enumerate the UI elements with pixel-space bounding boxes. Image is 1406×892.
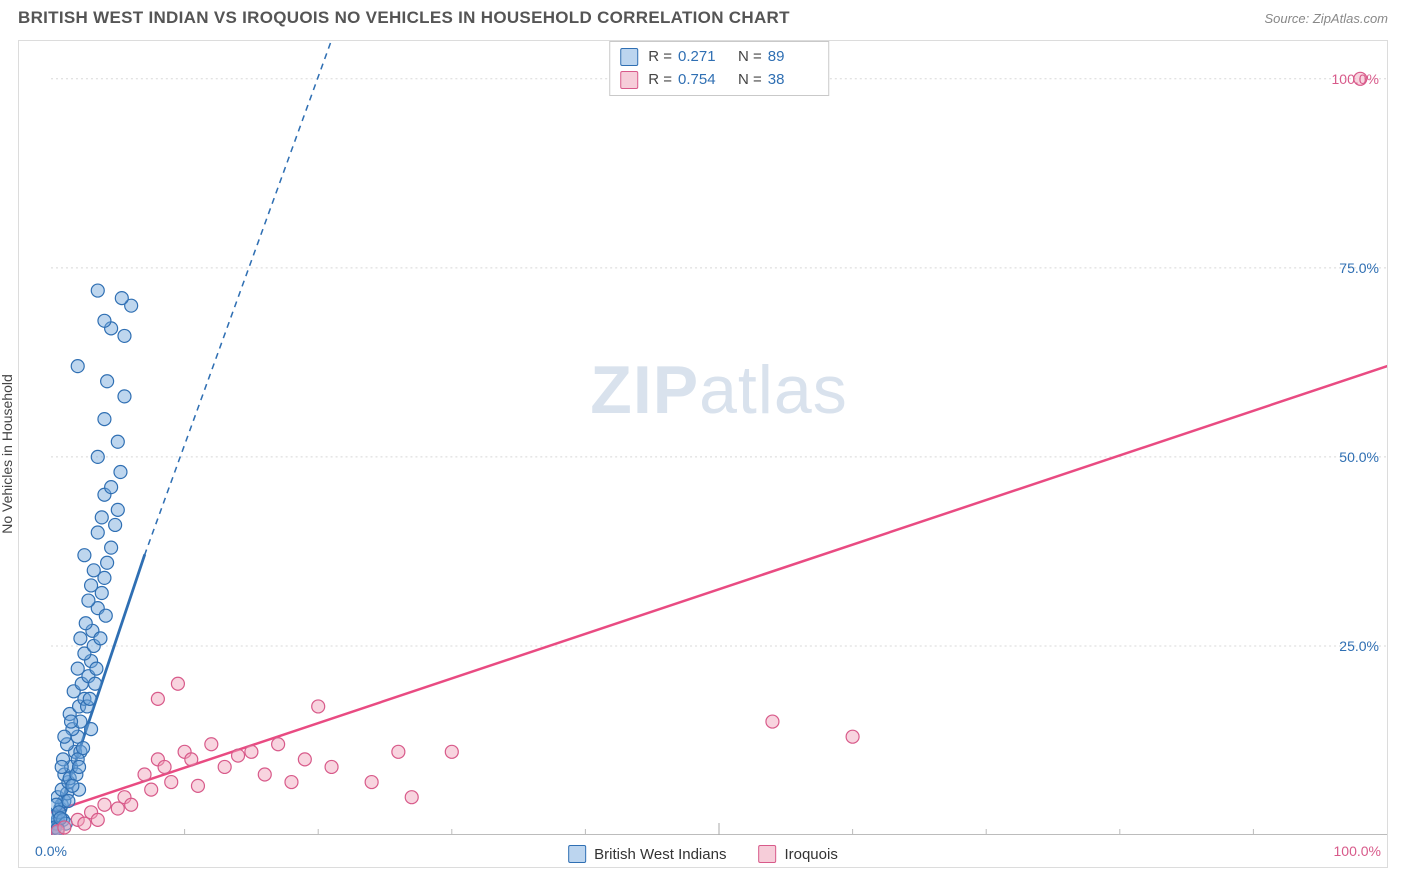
stats-box: R = 0.271 N = 89 R = 0.754 N = 38	[609, 41, 829, 96]
scatter-plot	[51, 41, 1387, 835]
y-tick-label: 25.0%	[1339, 638, 1379, 654]
stat-r-label: R =	[648, 46, 672, 69]
y-tick-label: 50.0%	[1339, 449, 1379, 465]
legend-swatch	[568, 845, 586, 863]
x-tick-hundred: 100.0%	[1334, 843, 1381, 859]
stats-swatch	[620, 71, 638, 89]
stats-row: R = 0.271 N = 89	[620, 46, 818, 69]
stats-row: R = 0.754 N = 38	[620, 69, 818, 92]
source-attribution: Source: ZipAtlas.com	[1264, 11, 1388, 26]
stat-n-value: 38	[768, 69, 818, 92]
legend-item: Iroquois	[758, 845, 837, 863]
stat-n-label: N =	[738, 46, 762, 69]
stat-n-value: 89	[768, 46, 818, 69]
bottom-legend: British West Indians Iroquois	[568, 845, 838, 863]
legend-item: British West Indians	[568, 845, 726, 863]
stat-n-label: N =	[738, 69, 762, 92]
stat-r-label: R =	[648, 69, 672, 92]
stats-swatch	[620, 48, 638, 66]
legend-swatch	[758, 845, 776, 863]
plot-area: ZIPatlas 25.0%50.0%75.0%100.0% 0.0% 100.…	[51, 41, 1387, 835]
y-tick-label: 75.0%	[1339, 260, 1379, 276]
legend-label: British West Indians	[594, 846, 726, 863]
stat-r-value: 0.271	[678, 46, 728, 69]
y-axis-label: No Vehicles in Household	[0, 374, 15, 534]
chart-container: No Vehicles in Household ZIPatlas 25.0%5…	[18, 40, 1388, 868]
legend-label: Iroquois	[784, 846, 837, 863]
stat-r-value: 0.754	[678, 69, 728, 92]
x-tick-zero: 0.0%	[35, 843, 67, 859]
chart-title: BRITISH WEST INDIAN VS IROQUOIS NO VEHIC…	[18, 8, 790, 28]
y-tick-label: 100.0%	[1332, 71, 1379, 87]
